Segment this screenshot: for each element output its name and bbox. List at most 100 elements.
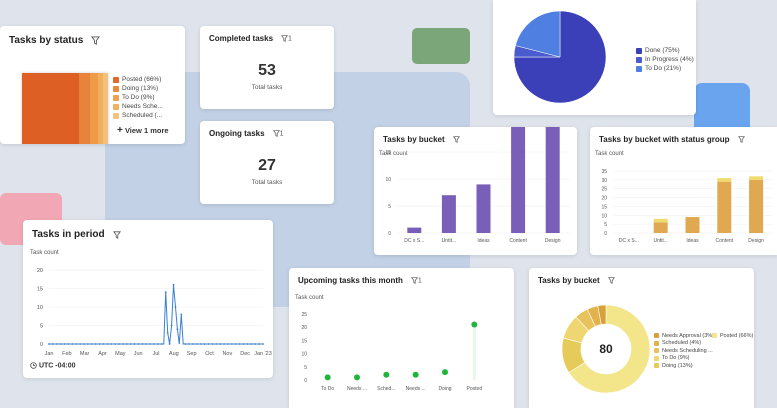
data-point[interactable] (83, 343, 85, 345)
data-point[interactable] (129, 343, 132, 345)
data-point[interactable] (114, 343, 117, 345)
bar-segment[interactable] (717, 181, 732, 233)
data-point[interactable] (199, 343, 202, 345)
data-point[interactable] (118, 343, 120, 345)
data-point[interactable] (211, 343, 214, 345)
data-point[interactable] (192, 343, 194, 345)
data-point[interactable] (238, 343, 241, 345)
data-point[interactable] (242, 343, 245, 345)
data-point[interactable] (180, 313, 183, 316)
bar-seg-scheduled[interactable] (103, 73, 108, 144)
data-point[interactable] (94, 343, 97, 345)
data-point[interactable] (219, 343, 222, 345)
data-point[interactable] (164, 291, 167, 294)
data-point[interactable] (122, 343, 124, 345)
bar[interactable] (476, 184, 491, 233)
series-line[interactable] (49, 284, 263, 345)
data-point[interactable] (250, 343, 253, 345)
view-more-button[interactable]: + View 1 more (117, 125, 169, 136)
data-point[interactable] (170, 324, 173, 327)
data-point[interactable] (133, 343, 136, 345)
data-point[interactable] (230, 343, 233, 345)
bar-segment[interactable] (749, 176, 764, 180)
data-point[interactable] (79, 343, 82, 345)
data-point[interactable] (160, 343, 163, 345)
data-point[interactable] (254, 343, 257, 345)
data-point[interactable] (383, 371, 390, 378)
data-point[interactable] (102, 343, 105, 345)
data-point[interactable] (176, 328, 179, 331)
data-point[interactable] (59, 343, 62, 345)
data-point[interactable] (51, 343, 54, 345)
bar-segment[interactable] (653, 218, 668, 223)
bar-segment[interactable] (749, 179, 764, 233)
legend-item[interactable]: Doing (13%) (113, 84, 163, 93)
pie-slice[interactable] (515, 10, 561, 58)
legend-item[interactable]: Scheduled (4%) (654, 340, 714, 348)
data-point[interactable] (234, 343, 237, 345)
data-point[interactable] (149, 343, 152, 345)
filter-badge[interactable]: 1 (281, 35, 292, 42)
data-point[interactable] (106, 343, 109, 345)
data-point[interactable] (188, 343, 190, 345)
data-point[interactable] (227, 343, 229, 345)
data-point[interactable] (75, 343, 78, 345)
bar-seg-needs[interactable] (98, 73, 103, 144)
bar[interactable] (545, 127, 560, 233)
legend-item[interactable]: Needs Scheduling ... (654, 347, 714, 355)
data-point[interactable] (145, 343, 148, 345)
data-point[interactable] (125, 343, 128, 345)
data-point[interactable] (354, 374, 360, 381)
data-point[interactable] (184, 343, 187, 345)
bar-segment[interactable] (653, 222, 668, 233)
filter-icon[interactable] (452, 136, 460, 143)
data-point[interactable] (110, 343, 113, 345)
bar-seg-todo[interactable] (90, 73, 98, 144)
filter-icon[interactable] (91, 36, 101, 45)
legend-item[interactable]: To Do (9%) (113, 93, 163, 102)
legend-item[interactable]: Needs Sche... (113, 102, 163, 111)
filter-badge[interactable]: 1 (410, 277, 422, 284)
data-point[interactable] (262, 343, 264, 345)
data-point[interactable] (90, 343, 93, 345)
data-point[interactable] (174, 306, 177, 308)
bar-segment[interactable] (685, 217, 700, 233)
legend-item[interactable]: To Do (21%) (636, 64, 694, 73)
legend-item[interactable]: Doing (13%) (654, 362, 714, 370)
data-point[interactable] (157, 343, 159, 345)
filter-icon[interactable] (607, 277, 615, 284)
data-point[interactable] (98, 343, 101, 345)
legend-item[interactable]: To Do (9%) (654, 355, 714, 363)
data-point[interactable] (195, 343, 198, 345)
data-point[interactable] (324, 374, 331, 381)
data-point[interactable] (258, 343, 261, 345)
data-point[interactable] (71, 343, 74, 345)
data-point[interactable] (442, 369, 448, 376)
filter-icon[interactable] (737, 136, 745, 143)
data-point[interactable] (223, 343, 225, 345)
data-point[interactable] (137, 343, 140, 345)
data-point[interactable] (246, 343, 249, 345)
data-point[interactable] (203, 343, 206, 345)
timezone-indicator[interactable]: UTC -04:00 (30, 362, 76, 369)
data-point[interactable] (87, 343, 89, 345)
data-point[interactable] (215, 343, 218, 345)
donut-slice[interactable] (568, 304, 651, 394)
data-point[interactable] (67, 343, 70, 345)
data-point[interactable] (172, 283, 175, 286)
data-point[interactable] (166, 332, 169, 334)
filter-badge[interactable]: 1 (272, 130, 283, 137)
data-point[interactable] (55, 343, 58, 345)
bar-segment[interactable] (717, 178, 732, 182)
data-point[interactable] (48, 343, 50, 345)
donut-slice[interactable] (597, 304, 607, 325)
data-point[interactable] (207, 343, 210, 345)
bar[interactable] (441, 195, 456, 233)
bar[interactable] (407, 227, 422, 233)
legend-item[interactable]: In Progress (4%) (636, 55, 694, 64)
data-point[interactable] (412, 371, 419, 378)
legend-item[interactable]: Scheduled (... (113, 111, 163, 120)
legend-item[interactable]: Posted (66%) (113, 75, 163, 84)
data-point[interactable] (63, 343, 66, 345)
bar-seg-doing[interactable] (79, 73, 90, 144)
